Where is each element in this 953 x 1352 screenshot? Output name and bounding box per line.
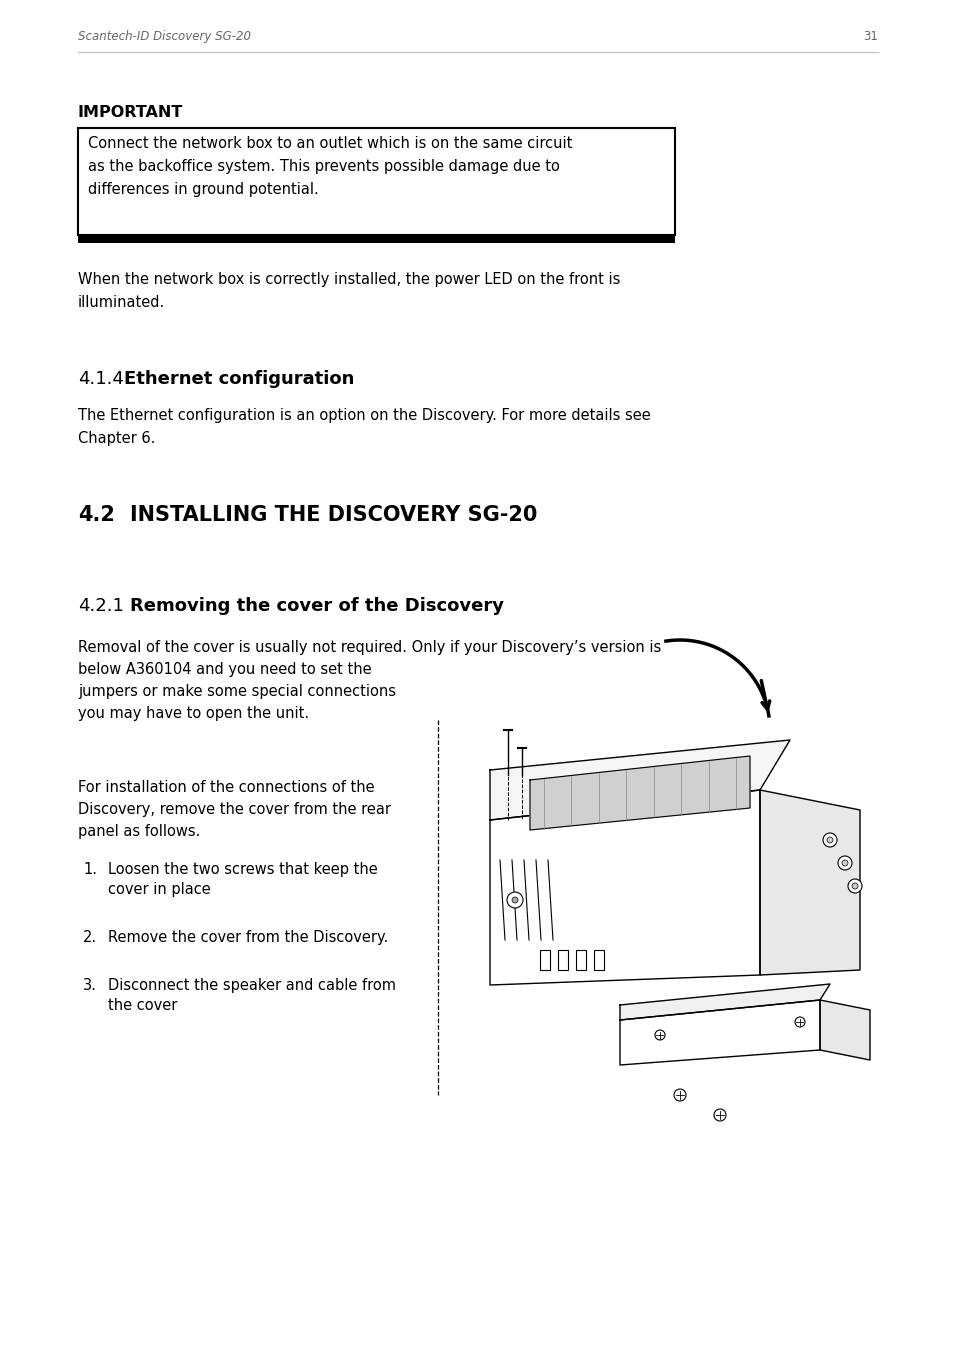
Circle shape <box>713 1109 725 1121</box>
Text: 2.: 2. <box>83 930 97 945</box>
Circle shape <box>794 1017 804 1028</box>
Text: 1.: 1. <box>83 863 97 877</box>
Polygon shape <box>760 790 859 975</box>
Bar <box>78 235 675 243</box>
Text: Remove the cover from the Discovery.: Remove the cover from the Discovery. <box>108 930 388 945</box>
Text: 31: 31 <box>862 30 877 43</box>
Text: INSTALLING THE DISCOVERY SG-20: INSTALLING THE DISCOVERY SG-20 <box>130 506 537 525</box>
Text: panel as follows.: panel as follows. <box>78 823 200 840</box>
Polygon shape <box>619 984 829 1019</box>
Text: 4.2: 4.2 <box>78 506 114 525</box>
Text: 4.2.1: 4.2.1 <box>78 598 124 615</box>
Text: 3.: 3. <box>83 977 97 992</box>
Bar <box>558 950 567 969</box>
Polygon shape <box>619 1000 820 1065</box>
Polygon shape <box>490 790 760 986</box>
Text: Disconnect the speaker and cable from: Disconnect the speaker and cable from <box>108 977 395 992</box>
Circle shape <box>506 892 522 909</box>
Text: 4.1.4: 4.1.4 <box>78 370 124 388</box>
Text: Scantech-ID Discovery SG-20: Scantech-ID Discovery SG-20 <box>78 30 251 43</box>
Circle shape <box>655 1030 664 1040</box>
Text: Removing the cover of the Discovery: Removing the cover of the Discovery <box>130 598 503 615</box>
Circle shape <box>673 1088 685 1101</box>
Circle shape <box>822 833 836 846</box>
Polygon shape <box>820 1000 869 1060</box>
Circle shape <box>847 879 862 894</box>
Text: you may have to open the unit.: you may have to open the unit. <box>78 706 309 721</box>
Polygon shape <box>530 756 749 830</box>
Circle shape <box>826 837 832 844</box>
Text: IMPORTANT: IMPORTANT <box>78 105 183 120</box>
Text: The Ethernet configuration is an option on the Discovery. For more details see
C: The Ethernet configuration is an option … <box>78 408 650 446</box>
Bar <box>539 950 550 969</box>
Circle shape <box>837 856 851 869</box>
Bar <box>576 950 585 969</box>
Polygon shape <box>490 740 789 821</box>
Text: jumpers or make some special connections: jumpers or make some special connections <box>78 684 395 699</box>
Bar <box>78 128 675 235</box>
Circle shape <box>512 896 517 903</box>
Text: For installation of the connections of the: For installation of the connections of t… <box>78 780 375 795</box>
Text: Connect the network box to an outlet which is on the same circuit
as the backoff: Connect the network box to an outlet whi… <box>88 137 572 196</box>
Text: Discovery, remove the cover from the rear: Discovery, remove the cover from the rea… <box>78 802 391 817</box>
Circle shape <box>851 883 857 890</box>
Bar <box>594 950 603 969</box>
Text: cover in place: cover in place <box>108 882 211 896</box>
Circle shape <box>841 860 847 867</box>
Text: the cover: the cover <box>108 998 177 1013</box>
Text: below A360104 and you need to set the: below A360104 and you need to set the <box>78 662 372 677</box>
Text: Removal of the cover is usually not required. Only if your Discovery’s version i: Removal of the cover is usually not requ… <box>78 639 660 654</box>
Text: When the network box is correctly installed, the power LED on the front is
illum: When the network box is correctly instal… <box>78 272 619 310</box>
Text: Ethernet configuration: Ethernet configuration <box>124 370 354 388</box>
Text: Loosen the two screws that keep the: Loosen the two screws that keep the <box>108 863 377 877</box>
